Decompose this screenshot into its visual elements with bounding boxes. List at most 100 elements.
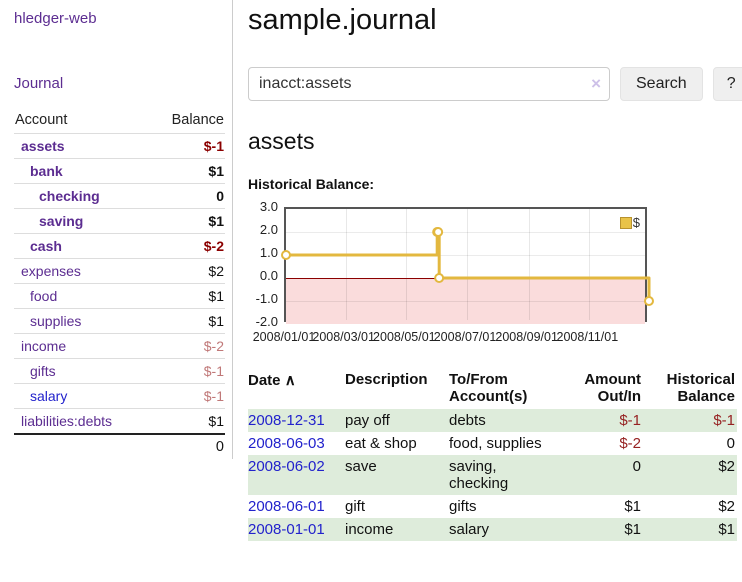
transaction-date-link[interactable]: 2008-12-31	[248, 412, 325, 429]
account-row: cash $-2	[14, 233, 225, 259]
transaction-balance: 0	[726, 435, 735, 452]
account-balance: 0	[149, 183, 225, 209]
clear-search-icon[interactable]: ×	[591, 74, 601, 93]
search-box: ×	[248, 67, 610, 101]
h-gridline	[286, 255, 645, 256]
account-balance: $-1	[149, 133, 225, 159]
search-input[interactable]	[248, 67, 610, 101]
transaction-amount: $1	[624, 521, 641, 538]
transaction-row[interactable]: 2008-06-03 eat & shop food, supplies $-2 0	[248, 432, 737, 455]
x-axis-tick-label: 2008/07/01	[433, 330, 497, 344]
transaction-accounts: debts	[449, 412, 486, 429]
transaction-date-cell: 2008-12-31	[248, 409, 345, 432]
account-row: gifts $-1	[14, 358, 225, 384]
transaction-row[interactable]: 2008-06-02 save saving, checking 0 $2	[248, 455, 737, 495]
y-axis-tick-label: 2.0	[259, 222, 278, 237]
transaction-row[interactable]: 2008-01-01 income salary $1 $1	[248, 518, 737, 541]
accounts-total-spacer	[14, 433, 150, 459]
accounts-body: assets $-1 bank $1 checking 0 saving $1 cash $-2 e…	[14, 133, 225, 434]
account-balance: $-2	[149, 333, 225, 359]
sidebar-account-link-assets[interactable]: assets	[21, 138, 65, 154]
account-name-cell: expenses	[14, 258, 150, 284]
data-point-marker	[434, 273, 445, 283]
transaction-accounts: gifts	[449, 498, 477, 515]
sidebar-account-link-food[interactable]: food	[30, 288, 58, 304]
account-balance: $1	[149, 283, 225, 309]
account-row: expenses $2	[14, 258, 225, 284]
data-point-marker	[433, 227, 444, 237]
account-name-cell: gifts	[14, 358, 150, 384]
page-title: sample.journal	[248, 4, 437, 36]
sidebar-account-link-supplies[interactable]: supplies	[30, 313, 82, 329]
account-balance: $1	[149, 408, 225, 434]
account-name-cell: checking	[14, 183, 150, 209]
search-form: × Search ?	[248, 67, 742, 101]
account-row: checking 0	[14, 183, 225, 209]
y-axis-tick-label: 3.0	[259, 199, 278, 214]
account-name-cell: salary	[14, 383, 150, 409]
legend-label: $	[632, 215, 640, 230]
sidebar-account-link-saving[interactable]: saving	[39, 213, 84, 229]
x-axis-tick-label: 2008/09/01	[495, 330, 558, 344]
sidebar-account-link-salary[interactable]: salary	[30, 388, 68, 404]
sidebar-account-link-gifts[interactable]: gifts	[30, 363, 56, 379]
sidebar-account-link-liabilities-debts[interactable]: liabilities:debts	[21, 413, 113, 429]
chart-legend: $	[619, 215, 640, 230]
transaction-date-link[interactable]: 2008-06-01	[248, 498, 325, 515]
column-header-accounts: To/From Account(s)	[449, 371, 528, 405]
search-help-button[interactable]: ?	[712, 67, 742, 101]
sidebar-item-journal[interactable]: Journal	[14, 75, 64, 92]
transaction-balance: $1	[718, 521, 735, 538]
account-name-cell: assets	[14, 133, 150, 159]
account-row: supplies $1	[14, 308, 225, 334]
transaction-description: eat & shop	[345, 435, 417, 452]
accounts-header-row: Account Balance	[14, 108, 225, 134]
transaction-date-link[interactable]: 2008-06-03	[248, 435, 325, 452]
sidebar-account-link-checking[interactable]: checking	[39, 188, 100, 204]
transaction-balance: $2	[718, 498, 735, 515]
account-row: liabilities:debts $1	[14, 408, 225, 434]
account-row: income $-2	[14, 333, 225, 359]
sort-asc-icon: ∧	[284, 372, 296, 389]
transaction-accounts: saving, checking	[449, 458, 509, 492]
sidebar-account-link-expenses[interactable]: expenses	[21, 263, 81, 279]
v-gridline	[467, 209, 468, 320]
sidebar-account-link-cash[interactable]: cash	[30, 238, 62, 254]
transaction-date-cell: 2008-06-02	[248, 455, 345, 495]
account-name-cell: liabilities:debts	[14, 408, 150, 434]
search-button[interactable]: Search	[620, 67, 703, 101]
y-axis-tick-label: -1.0	[255, 291, 278, 306]
sidebar-account-link-income[interactable]: income	[21, 338, 67, 354]
transaction-date-cell: 2008-06-03	[248, 432, 345, 455]
account-heading: assets	[248, 128, 315, 154]
transaction-amount: 0	[632, 458, 641, 475]
register-header-row: Date ∧ Description To/From Account(s) Am…	[248, 369, 737, 409]
x-axis-tick-label: 2008/11/01	[556, 330, 619, 344]
transaction-accounts: salary	[449, 521, 490, 538]
transaction-balance: $2	[718, 458, 735, 475]
transaction-row[interactable]: 2008-06-01 gift gifts $1 $2	[248, 495, 737, 518]
column-header-amount: Amount Out/In	[584, 371, 641, 405]
chart-negative-region	[286, 278, 645, 324]
v-gridline	[528, 209, 530, 320]
transaction-date-link[interactable]: 2008-01-01	[248, 521, 325, 538]
v-gridline	[406, 209, 408, 320]
column-header-description: Description	[345, 371, 428, 388]
transaction-row[interactable]: 2008-12-31 pay off debts $-1 $-1	[248, 409, 737, 432]
transaction-description: gift	[345, 498, 366, 515]
h-gridline	[286, 301, 645, 302]
column-header-date[interactable]: Date ∧	[248, 372, 296, 389]
account-balance: $-1	[149, 383, 225, 409]
sidebar: hledger-web Journal Account Balance asse…	[0, 0, 233, 459]
data-point-marker	[644, 296, 654, 306]
app-brand-link[interactable]: hledger-web	[14, 10, 97, 27]
account-name-cell: saving	[14, 208, 150, 234]
transaction-date-link[interactable]: 2008-06-02	[248, 458, 325, 475]
sidebar-account-link-bank[interactable]: bank	[30, 163, 63, 179]
account-name-cell: food	[14, 283, 150, 309]
account-balance: $1	[149, 308, 225, 334]
accounts-total-value: 0	[149, 433, 225, 459]
transaction-date-cell: 2008-06-01	[248, 495, 345, 518]
account-row: bank $1	[14, 158, 225, 184]
